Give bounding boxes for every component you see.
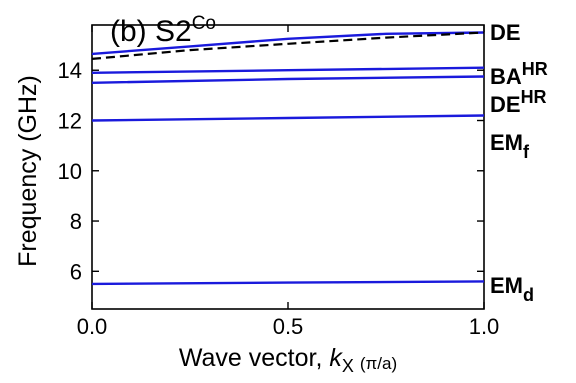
x-axis-label: Wave vector, kX (π/a): [179, 344, 397, 376]
x-axis-label-unit: (π/a): [360, 354, 397, 373]
mode-label-ba-hr: BAHR: [490, 59, 548, 89]
x-axis-label-sub: X: [342, 356, 354, 376]
x-tick-label: 1.0: [469, 314, 500, 339]
mode-label-em-d: EMd: [490, 273, 534, 305]
chart-title-main: (b) S2: [110, 15, 192, 48]
y-tick-label: 6: [70, 259, 82, 284]
y-tick-label: 10: [58, 159, 82, 184]
series-line-3: [91, 75, 485, 84]
y-axis: 6 8 10 12 14: [58, 58, 484, 284]
mode-label-em-f: EMf: [490, 130, 530, 162]
y-tick-label: 14: [58, 58, 82, 83]
series-line-5: [91, 280, 485, 286]
mode-label-de: DE: [490, 20, 521, 45]
dashed-series-line-1: [91, 31, 485, 60]
series-line-4: [91, 114, 485, 122]
series-layer: [91, 31, 485, 286]
x-axis-label-text: Wave vector,: [179, 344, 330, 372]
y-tick-label: 8: [70, 209, 82, 234]
series-line-0: [91, 31, 485, 56]
y-axis-label: Frequency (GHz): [14, 75, 42, 267]
x-axis-label-var: k: [329, 344, 343, 372]
y-tick-label: 12: [58, 109, 82, 134]
mode-label-de-hr: DEHR: [490, 87, 547, 117]
chart-title-sup: Co: [192, 13, 216, 34]
x-tick-label: 0.5: [273, 314, 304, 339]
series-line-2: [91, 66, 485, 74]
x-axis: 0.0 0.5 1.0: [77, 25, 500, 339]
chart-title: (b) S2Co: [110, 13, 216, 48]
x-tick-label: 0.0: [77, 314, 108, 339]
